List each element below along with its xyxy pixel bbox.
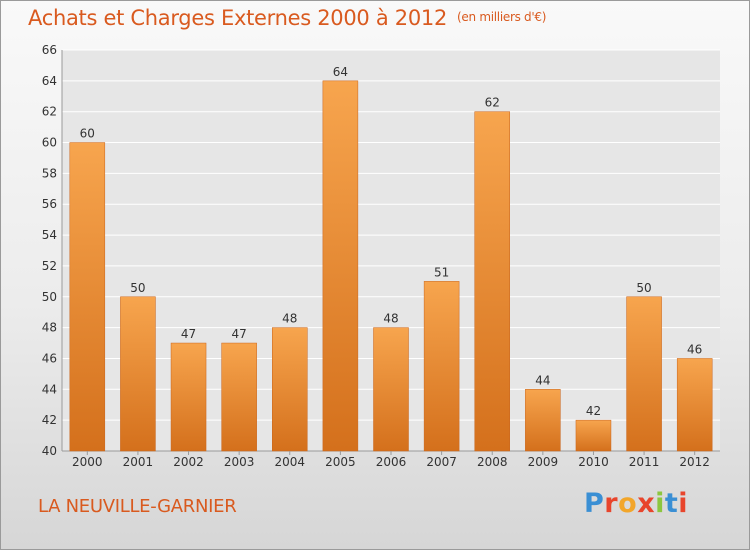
- x-tick-label: 2012: [679, 455, 710, 469]
- chart-title-text: Achats et Charges Externes 2000 à 2012: [28, 6, 448, 30]
- bar-value-label: 62: [485, 96, 500, 110]
- bar-value-label: 50: [636, 281, 651, 295]
- x-tick-label: 2009: [528, 455, 559, 469]
- logo-letter: r: [604, 488, 619, 519]
- y-tick-label: 58: [42, 166, 57, 180]
- bar: [676, 358, 713, 452]
- x-tick-label: 2002: [173, 455, 204, 469]
- bar: [69, 142, 106, 452]
- bar: [626, 296, 662, 452]
- logo-letter: o: [618, 488, 638, 519]
- y-tick-label: 48: [42, 321, 57, 335]
- y-tick-label: 52: [42, 259, 57, 273]
- y-tick-label: 40: [42, 444, 57, 458]
- logo-letter: i: [678, 488, 689, 519]
- bar: [525, 389, 561, 452]
- bar: [373, 327, 409, 452]
- bar-value-label: 64: [333, 65, 348, 79]
- x-tick-label: 2008: [477, 455, 508, 469]
- chart-title: Achats et Charges Externes 2000 à 2012 (e…: [28, 6, 546, 30]
- y-tick-label: 46: [42, 351, 57, 365]
- place-name: LA NEUVILLE-GARNIER: [38, 496, 237, 517]
- x-tick-label: 2011: [629, 455, 660, 469]
- bar: [575, 419, 612, 452]
- x-tick-label: 2004: [274, 455, 305, 469]
- y-tick-label: 60: [42, 136, 57, 150]
- bar-value-label: 44: [535, 373, 550, 387]
- bar: [423, 281, 460, 452]
- x-tick-label: 2000: [72, 455, 103, 469]
- logo-letter: i: [655, 488, 665, 519]
- bar-value-label: 51: [434, 265, 449, 279]
- chart-subtitle: (en milliers d'€): [457, 10, 547, 24]
- x-tick-label: 2007: [426, 455, 457, 469]
- y-tick-label: 62: [42, 105, 57, 119]
- x-tick-label: 2005: [325, 455, 356, 469]
- y-tick-label: 44: [42, 382, 57, 396]
- y-tick-label: 66: [42, 43, 57, 57]
- logo-letter: x: [637, 488, 656, 519]
- bar-value-label: 50: [130, 281, 145, 295]
- y-tick-label: 50: [42, 290, 57, 304]
- y-tick-label: 56: [42, 197, 57, 211]
- bar: [120, 296, 156, 452]
- bar: [474, 111, 510, 452]
- bar: [272, 327, 308, 452]
- logo-letter: t: [664, 488, 679, 519]
- bar: [170, 342, 207, 452]
- x-tick-label: 2006: [376, 455, 407, 469]
- logo-letter: P: [584, 488, 605, 519]
- bar: [221, 342, 257, 452]
- x-tick-label: 2003: [224, 455, 255, 469]
- y-tick-label: 54: [42, 228, 57, 242]
- bar-value-label: 60: [80, 127, 95, 141]
- bar: [322, 80, 359, 452]
- bar-value-label: 47: [181, 327, 196, 341]
- bar-value-label: 47: [232, 327, 247, 341]
- bar-value-label: 48: [282, 312, 297, 326]
- y-tick-label: 64: [42, 74, 57, 88]
- bar-value-label: 48: [383, 312, 398, 326]
- bar-value-label: 46: [687, 342, 702, 356]
- x-tick-label: 2010: [578, 455, 609, 469]
- y-tick-label: 42: [42, 413, 57, 427]
- x-tick-label: 2001: [123, 455, 154, 469]
- proxiti-logo[interactable]: Proxiti: [584, 488, 688, 519]
- bar-value-label: 42: [586, 404, 601, 418]
